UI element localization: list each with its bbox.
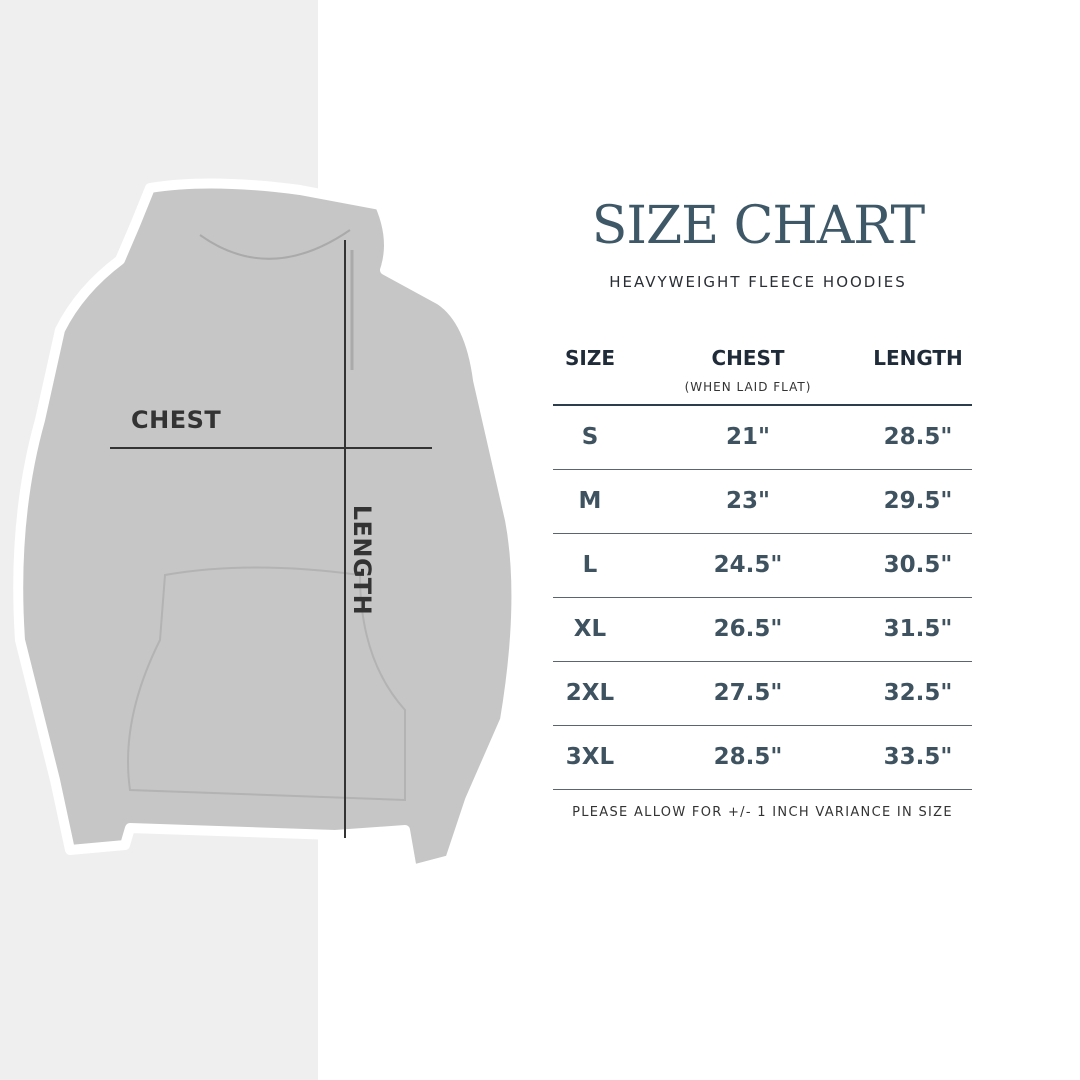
cell-size: 3XL xyxy=(565,744,615,770)
cell-size: S xyxy=(581,424,599,450)
subtitle: HEAVYWEIGHT FLEECE HOODIES xyxy=(609,273,907,291)
cell-length: 28.5" xyxy=(883,424,953,450)
table-row: 2XL 27.5" 32.5" xyxy=(553,662,972,726)
cell-length: 33.5" xyxy=(883,744,953,770)
cell-size: M xyxy=(578,488,602,514)
header-length: LENGTH xyxy=(873,346,963,370)
page-title: SIZE CHART xyxy=(591,196,925,256)
cell-length: 29.5" xyxy=(883,488,953,514)
table-row: S 21" 28.5" xyxy=(553,406,972,470)
cell-length: 31.5" xyxy=(883,616,953,642)
cell-chest: 27.5" xyxy=(713,680,783,706)
chest-label: CHEST xyxy=(131,406,222,434)
length-label: LENGTH xyxy=(348,504,376,616)
table-row: L 24.5" 30.5" xyxy=(553,534,972,598)
cell-length: 30.5" xyxy=(883,552,953,578)
header-chest: CHEST xyxy=(711,346,785,370)
table-header: SIZE CHEST (WHEN LAID FLAT) LENGTH xyxy=(553,340,972,406)
cell-size: L xyxy=(582,552,598,578)
variance-note: PLEASE ALLOW FOR +/- 1 INCH VARIANCE IN … xyxy=(572,805,953,820)
cell-size: XL xyxy=(573,616,607,642)
hoodie-body xyxy=(13,178,522,875)
cell-chest: 28.5" xyxy=(713,744,783,770)
table-row: 3XL 28.5" 33.5" xyxy=(553,726,972,790)
cell-chest: 23" xyxy=(726,488,770,514)
header-size: SIZE xyxy=(564,346,616,370)
hoodie-image xyxy=(13,178,522,875)
cell-size: 2XL xyxy=(565,680,615,706)
table-row: M 23" 29.5" xyxy=(553,470,972,534)
size-table: SIZE CHEST (WHEN LAID FLAT) LENGTH S 21" 2… xyxy=(553,340,972,790)
cell-length: 32.5" xyxy=(883,680,953,706)
header-chest-note: (WHEN LAID FLAT) xyxy=(684,380,812,394)
table-row: XL 26.5" 31.5" xyxy=(553,598,972,662)
cell-chest: 21" xyxy=(726,424,770,450)
cell-chest: 24.5" xyxy=(713,552,783,578)
cell-chest: 26.5" xyxy=(713,616,783,642)
